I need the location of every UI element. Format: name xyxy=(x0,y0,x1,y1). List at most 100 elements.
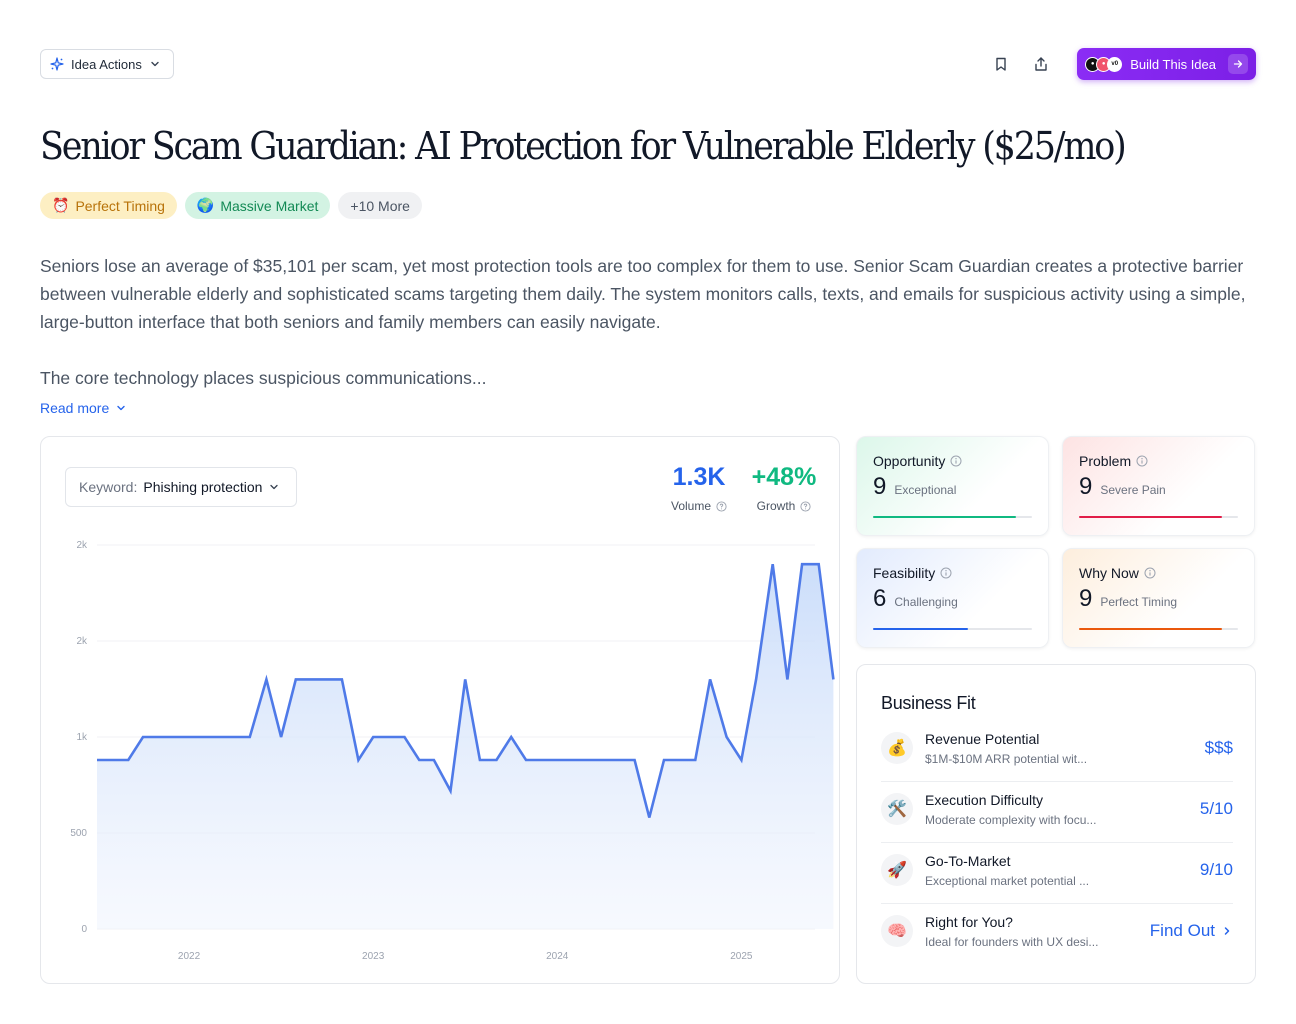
business-fit-row-right-for-you[interactable]: 🧠 Right for You? Ideal for founders with… xyxy=(881,904,1233,965)
score-title: Opportunity xyxy=(873,453,946,469)
x-tick-label: 2022 xyxy=(178,951,201,962)
tag-label: Massive Market xyxy=(220,197,319,214)
keyword-label: Keyword: xyxy=(79,479,138,495)
opportunity-score-card[interactable]: Opportunity 9 Exceptional xyxy=(856,436,1049,536)
score-value: 9 xyxy=(1079,473,1093,500)
row-value-text: 5/10 xyxy=(1199,799,1233,818)
tag-label: +10 More xyxy=(350,197,410,214)
build-this-idea-button[interactable]: ● ● v0 Build This Idea xyxy=(1077,48,1256,80)
score-bar xyxy=(1079,628,1238,630)
score-desc: Exceptional xyxy=(894,483,957,497)
y-tick-label: 500 xyxy=(70,828,87,839)
help-icon[interactable] xyxy=(800,500,811,512)
score-title: Feasibility xyxy=(873,565,936,581)
builder-avatars: ● ● v0 xyxy=(1085,56,1123,72)
volume-label-row: Volume xyxy=(667,499,731,513)
read-more-label: Read more xyxy=(40,400,110,416)
tools-icon: 🛠️ xyxy=(881,793,913,825)
growth-metric: +48% Growth xyxy=(749,461,819,513)
info-icon[interactable] xyxy=(1144,567,1156,579)
business-fit-title: Business Fit xyxy=(881,693,976,713)
feasibility-score-card[interactable]: Feasibility 6 Challenging xyxy=(856,548,1049,648)
idea-actions-button[interactable]: Idea Actions xyxy=(40,49,174,79)
find-out-link[interactable]: Find Out xyxy=(1150,921,1233,941)
tag-more[interactable]: +10 More xyxy=(338,192,422,219)
score-bar xyxy=(873,628,1032,630)
idea-description: Seniors lose an average of $35,101 per s… xyxy=(40,252,1250,420)
info-icon[interactable] xyxy=(1136,455,1148,467)
tag-list: ⏰ Perfect Timing 🌍 Massive Market +10 Mo… xyxy=(40,192,422,219)
avatar: v0 xyxy=(1107,56,1123,72)
keyword-select[interactable]: Keyword: Phishing protection xyxy=(65,467,297,507)
chevron-right-icon xyxy=(1224,927,1230,935)
row-value-text: $$$ xyxy=(1204,738,1233,757)
tag-perfect-timing[interactable]: ⏰ Perfect Timing xyxy=(40,192,177,219)
bookmark-button[interactable] xyxy=(989,52,1013,76)
idea-actions-label: Idea Actions xyxy=(71,56,142,72)
row-sub: Moderate complexity with focu... xyxy=(925,813,1097,827)
build-label: Build This Idea xyxy=(1130,56,1216,72)
x-tick-label: 2025 xyxy=(730,951,753,962)
score-value: 9 xyxy=(1079,585,1093,612)
score-bar xyxy=(1079,516,1238,518)
why-now-score-card[interactable]: Why Now 9 Perfect Timing xyxy=(1062,548,1255,648)
read-more-link[interactable]: Read more xyxy=(40,400,127,416)
money-bag-icon: 💰 xyxy=(881,732,913,764)
y-tick-label: 2k xyxy=(76,540,88,551)
row-value: 5/10 xyxy=(1200,799,1233,819)
business-fit-row-go-to-market[interactable]: 🚀 Go-To-Market Exceptional market potent… xyxy=(881,843,1233,904)
y-tick-label: 0 xyxy=(81,924,87,935)
globe-icon: 🌍 xyxy=(196,197,215,213)
chevron-down-icon xyxy=(270,484,279,490)
info-icon[interactable] xyxy=(940,567,952,579)
score-bar xyxy=(873,516,1032,518)
volume-metric: 1.3K Volume xyxy=(667,461,731,513)
business-fit-row-revenue[interactable]: 💰 Revenue Potential $1M-$10M ARR potenti… xyxy=(881,721,1233,782)
score-value: 6 xyxy=(873,585,887,612)
alarm-clock-icon: ⏰ xyxy=(52,197,70,213)
trend-line xyxy=(97,562,835,818)
volume-label: Volume xyxy=(670,499,712,513)
description-paragraph: Seniors lose an average of $35,101 per s… xyxy=(40,256,1246,332)
keyword-trend-card: Keyword: Phishing protection 1.3K Volume… xyxy=(40,436,840,984)
help-icon[interactable] xyxy=(716,500,727,512)
score-desc: Severe Pain xyxy=(1100,483,1166,497)
score-title: Why Now xyxy=(1079,565,1139,581)
row-name: Right for You? xyxy=(925,914,1013,930)
volume-value: 1.3K xyxy=(672,463,726,491)
row-sub: $1M-$10M ARR potential wit... xyxy=(925,752,1088,766)
row-name: Execution Difficulty xyxy=(925,792,1044,808)
keyword-value: Phishing protection xyxy=(143,479,263,495)
score-title: Problem xyxy=(1079,453,1132,469)
chevron-down-icon xyxy=(117,405,125,411)
row-sub: Ideal for founders with UX desi... xyxy=(925,935,1099,949)
brain-icon: 🧠 xyxy=(881,915,913,947)
row-name: Revenue Potential xyxy=(925,731,1040,747)
rocket-icon: 🚀 xyxy=(881,854,913,886)
arrow-right-icon xyxy=(1228,54,1248,74)
growth-value: +48% xyxy=(751,463,817,491)
info-icon[interactable] xyxy=(950,455,962,467)
y-tick-label: 1k xyxy=(76,732,88,743)
tag-massive-market[interactable]: 🌍 Massive Market xyxy=(184,192,331,219)
business-fit-card: Business Fit 💰 Revenue Potential $1M-$10… xyxy=(856,664,1256,984)
share-button[interactable] xyxy=(1029,52,1053,76)
tag-label: Perfect Timing xyxy=(75,197,165,214)
description-paragraph: The core technology places suspicious co… xyxy=(40,368,487,388)
trend-chart[interactable]: 0 500 1k 2k 2k 2022 2023 2024 2025 xyxy=(41,437,841,985)
score-desc: Perfect Timing xyxy=(1100,595,1178,609)
row-value-text: 9/10 xyxy=(1199,860,1233,879)
top-bar: Idea Actions ● ● v0 Build This Idea xyxy=(40,48,1256,80)
score-desc: Challenging xyxy=(894,595,958,609)
growth-label-row: Growth xyxy=(749,499,819,513)
row-value-text: Find Out xyxy=(1149,921,1215,940)
growth-label: Growth xyxy=(756,499,796,513)
x-tick-label: 2024 xyxy=(546,951,569,962)
problem-score-card[interactable]: Problem 9 Severe Pain xyxy=(1062,436,1255,536)
score-value: 9 xyxy=(873,473,887,500)
bookmark-icon xyxy=(996,57,1006,71)
sparkle-icon xyxy=(50,57,64,71)
row-value: $$$ xyxy=(1205,738,1233,758)
x-tick-label: 2023 xyxy=(362,951,385,962)
business-fit-row-execution[interactable]: 🛠️ Execution Difficulty Moderate complex… xyxy=(881,782,1233,843)
